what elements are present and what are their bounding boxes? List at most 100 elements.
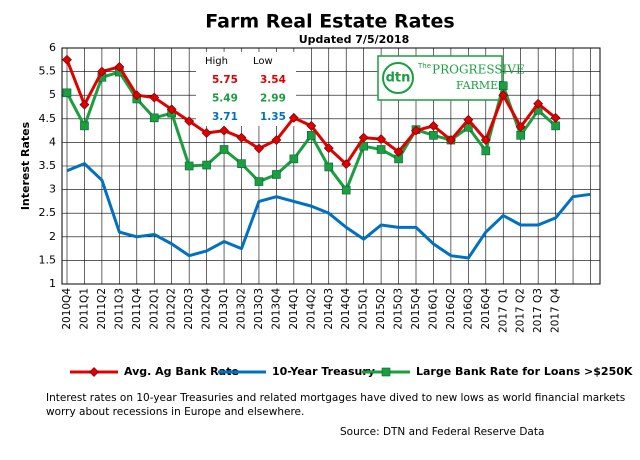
point: [306, 131, 316, 140]
x-tick-label: 2016Q3: [462, 288, 474, 330]
point: [184, 161, 194, 171]
x-tick-label: 2013Q3: [253, 288, 265, 330]
point: [288, 112, 299, 123]
x-tick-label: 2013Q2: [236, 288, 248, 330]
x-tick-label: 2014Q4: [340, 288, 352, 330]
point: [428, 120, 439, 131]
x-tick-label: 2012Q4: [201, 288, 213, 330]
series-line: [66, 162, 591, 260]
x-tick-label: 2015Q1: [358, 288, 370, 330]
point: [429, 131, 438, 140]
x-tick-label: 2017 Q3: [532, 288, 544, 333]
logo-mark: dtn: [386, 71, 411, 86]
point: [236, 132, 247, 143]
point: [219, 125, 229, 136]
y-tick-label: 3.5: [39, 159, 57, 172]
x-tick-label: 2011Q4: [131, 288, 143, 330]
y-tick-label: 5: [49, 88, 56, 101]
point: [463, 114, 474, 125]
point: [80, 121, 89, 131]
point: [184, 116, 195, 127]
point: [237, 159, 246, 168]
point: [149, 113, 159, 123]
x-tick-label: 2017 Q2: [515, 288, 527, 333]
y-tick-label: 3: [49, 183, 56, 196]
point: [550, 112, 561, 123]
point: [358, 132, 369, 143]
logo-prefix: The: [417, 62, 431, 70]
x-tick-label: 2011Q2: [96, 288, 108, 330]
point: [341, 185, 351, 195]
x-tick-label: 2013Q4: [270, 288, 282, 330]
legend-label: Large Bank Rate for Loans >$250K: [416, 365, 633, 378]
point: [62, 88, 72, 98]
logo-circle: [382, 62, 414, 94]
stats-value: 2.99: [260, 93, 286, 105]
y-tick-label: 6: [49, 41, 56, 54]
legend-marker: [381, 367, 391, 377]
source: Source: DTN and Federal Reserve Data: [340, 426, 544, 438]
point: [376, 134, 387, 145]
legend-marker: [89, 367, 99, 377]
y-axis-label: Interest Rates: [19, 121, 32, 210]
note-line: Interest rates on 10-year Treasuries and…: [46, 392, 625, 404]
legend-label: Avg. Ag Bank Rate: [124, 365, 239, 378]
point: [481, 146, 491, 156]
x-tick-label: 2012Q2: [166, 288, 178, 330]
logo-name: PROGRESSIVE: [432, 63, 525, 77]
point: [271, 135, 282, 145]
stats-value: 3.71: [212, 111, 238, 123]
point: [254, 177, 264, 186]
x-tick-label: 2016Q2: [445, 288, 457, 330]
plot-border: [61, 47, 601, 285]
point: [149, 92, 160, 103]
note-line: worry about recessions in Europe and els…: [46, 406, 304, 418]
x-tick-label: 2011Q3: [113, 288, 125, 330]
point: [254, 143, 264, 154]
point: [272, 170, 281, 179]
y-tick-label: 1: [49, 277, 56, 290]
x-tick-label: 2015Q2: [375, 288, 387, 330]
x-tick-label: 2014Q2: [305, 288, 317, 330]
stats-value: 5.49: [212, 93, 238, 105]
y-tick-label: 2.5: [39, 206, 57, 219]
stats-value: 1.35: [260, 111, 286, 123]
logo: dtn The PROGRESSIVE FARMER: [377, 55, 525, 101]
point: [341, 159, 352, 170]
x-tick-label: 2017 Q1: [497, 288, 509, 333]
x-tick-label: 2015Q4: [410, 288, 422, 330]
point: [219, 145, 229, 154]
stats-header: Low: [253, 56, 273, 67]
x-tick-label: 2012Q3: [183, 288, 195, 330]
point: [376, 145, 386, 154]
y-tick-label: 2: [49, 230, 56, 243]
point: [166, 104, 177, 115]
point: [498, 81, 508, 91]
x-tick-label: 2011Q1: [78, 288, 90, 330]
x-tick-label: 2013Q1: [218, 288, 230, 330]
x-tick-label: 2017 Q4: [550, 288, 562, 333]
point: [324, 162, 334, 172]
point: [551, 121, 560, 131]
logo-sub: FARMER: [456, 79, 507, 92]
point: [201, 128, 212, 138]
x-tick-label: 2016Q4: [480, 288, 492, 330]
point: [289, 154, 299, 164]
stats-value: 5.75: [212, 74, 238, 86]
point: [114, 61, 125, 72]
legend-label: 10-Year Treasury: [272, 365, 375, 378]
point: [411, 125, 421, 136]
x-tick-label: 2012Q1: [148, 288, 160, 330]
x-tick-label: 2016Q1: [427, 288, 439, 330]
x-tick-label: 2010Q4: [61, 288, 73, 330]
y-tick-label: 4.5: [39, 112, 57, 125]
point: [393, 146, 404, 157]
y-tick-label: 1.5: [39, 253, 57, 266]
x-tick-label: 2015Q3: [393, 288, 405, 330]
point: [498, 90, 509, 101]
point: [445, 135, 456, 145]
point: [79, 99, 90, 110]
point: [96, 66, 107, 77]
